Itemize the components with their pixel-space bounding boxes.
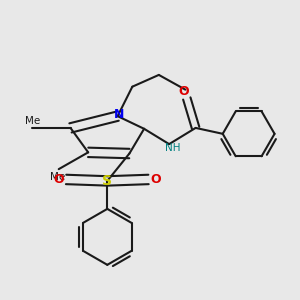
Text: O: O	[53, 173, 64, 186]
Text: O: O	[178, 85, 189, 98]
Text: N: N	[114, 108, 124, 121]
Text: Me: Me	[50, 172, 65, 182]
Text: O: O	[151, 173, 161, 186]
Text: S: S	[102, 174, 112, 188]
Text: NH: NH	[165, 142, 181, 153]
Text: Me: Me	[25, 116, 40, 126]
